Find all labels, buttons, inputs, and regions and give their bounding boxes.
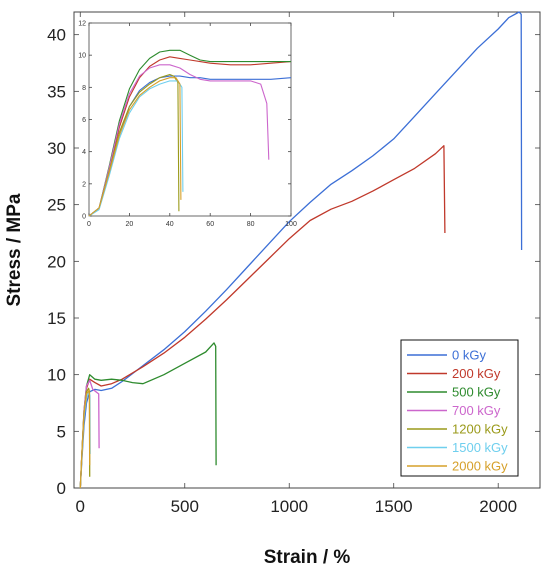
inset-y-tick-label-8: 8 — [82, 85, 86, 92]
main-x-tick-label-1500: 1500 — [375, 497, 413, 516]
main-y-tick-label-0: 0 — [57, 479, 66, 498]
y-axis-title: Stress / MPa — [4, 193, 25, 306]
inset-series-line-200-kgy — [88, 56, 292, 217]
legend-box — [400, 339, 519, 477]
inset-x-tick-label-0: 0 — [87, 221, 91, 228]
main-y-tick-label-5: 5 — [57, 422, 66, 441]
inset-series-lines — [88, 49, 292, 217]
main-series-lines — [79, 11, 523, 489]
inset-x-tick-label-100: 100 — [285, 221, 297, 228]
main-series-line-0-kgy — [79, 11, 523, 489]
inset-y-tick-label-10: 10 — [78, 53, 86, 60]
inset-series-line-2 — [88, 49, 291, 217]
main-x-tick-label-1000: 1000 — [270, 497, 308, 516]
legend-label-2000-kgy: 2000 kGy — [452, 459, 508, 474]
legend: 0 kGy 200 kGy 500 kGy 700 kGy 1200 kGy 1500 k… — [400, 339, 519, 477]
main-series-line-2000-kgy — [79, 389, 91, 489]
main-y-tick-label-35: 35 — [47, 82, 66, 101]
inset-y-tick-label-4: 4 — [82, 149, 86, 156]
main-x-tick-label-2000: 2000 — [479, 497, 517, 516]
x-axis-title: Strain / % — [264, 547, 351, 568]
inset-x-tick-label-40: 40 — [166, 221, 174, 228]
main-y-tick-label-40: 40 — [47, 26, 66, 45]
inset-x-tick-label-20: 20 — [126, 221, 134, 228]
inset-x-tick-label-60: 60 — [206, 221, 214, 228]
legend-label-700-kgy: 700 kGy — [452, 403, 501, 418]
legend-label-1200-kgy: 1200 kGy — [452, 422, 508, 437]
legend-label-500-kgy: 500 kGy — [452, 385, 501, 400]
legend-label-0-kgy: 0 kGy — [452, 348, 486, 363]
legend-label-200-kgy: 200 kGy — [452, 366, 501, 381]
inset-y-tick-label-6: 6 — [82, 117, 86, 124]
inset-series-line-3 — [88, 64, 270, 217]
main-y-tick-label-30: 30 — [47, 139, 66, 158]
inset-y-tick-label-0: 0 — [82, 214, 86, 221]
main-y-tick-label-10: 10 — [47, 366, 66, 385]
legend-label-1500-kgy: 1500 kGy — [452, 440, 508, 455]
main-y-tick-label-20: 20 — [47, 252, 66, 271]
inset-y-tick-label-2: 2 — [82, 181, 86, 188]
inset-y-tick-label-12: 12 — [78, 21, 86, 28]
inset-series-line-6 — [88, 77, 182, 217]
inset-axis-ticks: 0 20 40 60 80 100 0 2 4 6 8 10 12 — [78, 21, 297, 229]
main-y-tick-label-15: 15 — [47, 309, 66, 328]
main-y-tick-label-25: 25 — [47, 196, 66, 215]
inset-x-tick-label-80: 80 — [247, 221, 255, 228]
main-x-tick-label-500: 500 — [171, 497, 199, 516]
main-series-line-200-kgy — [79, 145, 446, 489]
main-x-tick-label-0: 0 — [76, 497, 85, 516]
